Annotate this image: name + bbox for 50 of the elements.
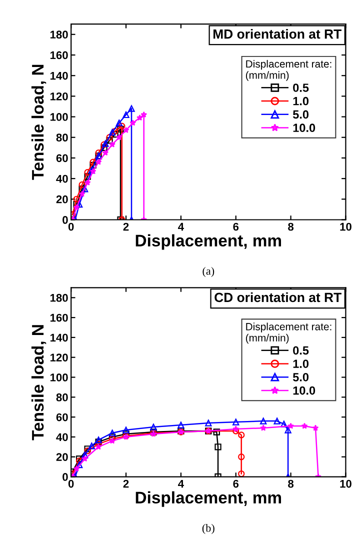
y-tick-label: 160 [50,314,68,322]
legend-label: 0.5 [293,84,309,92]
y-tick-label: 60 [56,154,68,162]
y-tick-label: 140 [50,72,68,80]
x-axis-title: Displacement, mm [136,491,282,507]
y-tick-label: 180 [50,294,68,302]
y-tick-label: 20 [56,195,68,204]
text: (a) [202,266,214,278]
y-tick-label: 0 [62,473,68,481]
x-tick-label: 4 [178,222,184,231]
x-tick-label: 0 [68,222,74,231]
legend-title: Displacement rate: (mm/min) [246,60,332,81]
y-tick-label: 160 [50,51,68,60]
legend-label: 5.0 [292,110,309,119]
x-axis-title: Displacement, mm [136,234,282,250]
x-tick-label: 2 [123,222,129,231]
x-tick-label: 2 [123,480,129,488]
x-tick-label: 6 [233,480,239,488]
y-tick-label: 0 [62,216,68,224]
y-tick-label: 120 [50,92,68,100]
legend-label: 10.0 [293,386,316,395]
y-tick-label: 140 [50,334,68,342]
y-tick-label: 20 [56,453,68,461]
y-tick-label: 100 [50,374,68,382]
y-tick-label: 80 [56,134,68,142]
legend-label: 5.0 [292,373,309,382]
y-axis-title: Tensile load, N [31,64,46,180]
y-tick-label: 40 [56,174,68,183]
y-tick-label: 60 [56,413,68,422]
y-axis-title: Tensile load, N [31,325,46,440]
legend-label: 1.0 [293,96,309,106]
y-tick-label: 80 [56,393,68,402]
x-tick-label: 4 [178,480,184,488]
chart-title: CD orientation at RT [214,292,342,302]
x-tick-label: 10 [340,480,352,488]
legend-label: 1.0 [293,360,309,368]
y-tick-label: 40 [56,433,68,442]
y-tick-label: 120 [50,354,68,362]
y-tick-label: 100 [50,113,68,121]
chart-title: MD orientation at RT [213,29,342,39]
x-tick-label: 0 [68,480,74,488]
x-tick-label: 8 [288,222,294,231]
y-tick-label: 180 [50,30,68,39]
legend-title: Displacement rate: (mm/min) [246,322,332,344]
x-tick-label: 8 [288,480,294,488]
legend-label: 0.5 [293,346,309,355]
text: (b) [202,524,214,534]
legend-label: 10.0 [293,124,316,132]
x-tick-label: 10 [340,222,352,231]
x-tick-label: 6 [233,222,239,231]
